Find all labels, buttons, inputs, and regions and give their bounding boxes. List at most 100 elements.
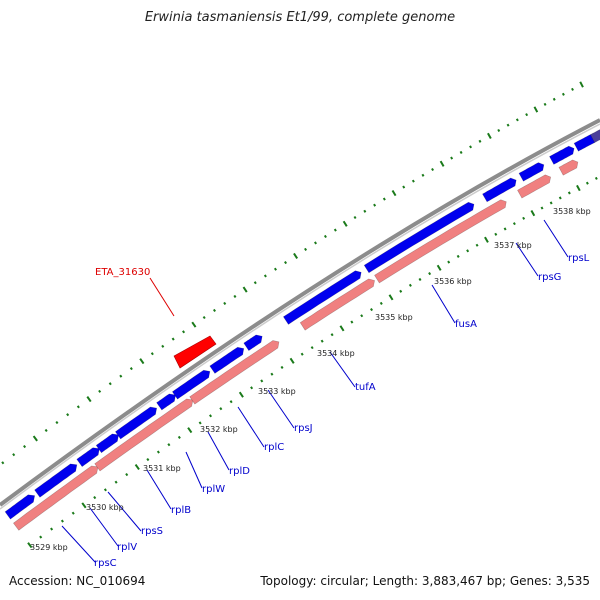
position-label: 3531 kbp <box>143 464 181 473</box>
gene-block-minus <box>374 199 507 284</box>
gene-block-minus <box>299 278 375 331</box>
tick-mark <box>198 421 202 425</box>
leader-line <box>107 491 142 532</box>
tick-mark <box>418 277 422 281</box>
tick-mark <box>284 261 288 265</box>
tick-mark <box>32 435 38 442</box>
tick-mark <box>98 389 102 393</box>
gene-label-rplV[interactable]: rplV <box>117 542 137 553</box>
gene-block-plus <box>282 270 362 325</box>
gene-label-rplW[interactable]: rplW <box>202 484 225 495</box>
gene-block-plus <box>518 162 545 182</box>
tick-mark <box>293 252 299 260</box>
tick-mark <box>12 453 16 457</box>
tick-mark <box>114 480 118 484</box>
position-label: 3532 kbp <box>200 425 238 434</box>
tick-mark <box>579 81 584 88</box>
gene-block-plus <box>34 463 78 498</box>
tick-mark <box>280 365 284 370</box>
tick-mark <box>469 145 473 149</box>
tick-mark <box>576 184 581 192</box>
tick-mark <box>447 260 451 264</box>
tick-mark <box>125 472 129 477</box>
tick-mark <box>487 132 492 139</box>
tick-mark <box>506 123 510 127</box>
tick-mark <box>571 87 574 91</box>
leader-line <box>543 219 569 258</box>
gene-label-rplD[interactable]: rplD <box>229 466 250 477</box>
tick-mark <box>558 196 562 200</box>
tick-mark <box>585 181 589 185</box>
tick-mark <box>182 330 186 334</box>
gene-block-minus <box>12 465 99 531</box>
gene-block-minus <box>189 340 280 405</box>
gene-label-rpsJ[interactable]: rpsJ <box>294 423 313 434</box>
leader-line <box>207 431 230 471</box>
tick-mark <box>300 352 304 356</box>
tick-mark <box>382 197 386 201</box>
tick-mark <box>342 220 348 227</box>
tick-mark <box>530 210 536 217</box>
tick-mark <box>459 150 463 154</box>
tick-mark <box>1 461 5 465</box>
leader-line <box>61 525 96 563</box>
leader-line <box>515 242 539 277</box>
gene-block-highlight <box>173 335 217 369</box>
gene-label-rpsL[interactable]: rpsL <box>568 253 590 264</box>
leader-line <box>329 351 356 388</box>
tick-mark <box>363 209 367 213</box>
gene-block-minus <box>558 159 579 176</box>
gene-label-tufA[interactable]: tufA <box>355 382 376 393</box>
gene-block-plus <box>4 494 36 520</box>
tick-mark <box>399 289 403 293</box>
tick-mark <box>439 160 445 167</box>
tick-mark <box>330 333 334 337</box>
tick-mark <box>76 405 80 409</box>
gene-block-plus <box>171 369 211 400</box>
tick-mark <box>421 173 425 177</box>
tick-mark <box>411 179 415 183</box>
tick-mark <box>209 414 213 418</box>
tick-mark <box>171 337 175 341</box>
tick-mark <box>23 444 27 449</box>
tick-mark <box>60 519 64 523</box>
position-label: 3536 kbp <box>434 277 472 286</box>
gene-label-rpsG[interactable]: rpsG <box>538 272 561 283</box>
tick-mark <box>250 386 254 390</box>
tick-mark <box>450 156 454 160</box>
tick-mark <box>543 102 547 106</box>
gene-label-fusA[interactable]: fusA <box>455 319 477 330</box>
tick-mark <box>289 357 295 364</box>
tick-mark <box>223 301 227 305</box>
tick-mark <box>522 216 526 220</box>
tick-mark <box>55 420 59 425</box>
tick-mark <box>156 450 160 454</box>
gene-label-rplC[interactable]: rplC <box>264 442 284 453</box>
tick-mark <box>494 232 498 236</box>
tick-mark <box>540 206 544 210</box>
tick-mark <box>353 215 357 220</box>
tick-mark <box>533 106 539 113</box>
tick-mark <box>86 396 92 403</box>
gene-label-rpsS[interactable]: rpsS <box>141 526 163 537</box>
gene-label-rplB[interactable]: rplB <box>171 505 191 516</box>
leader-line <box>237 406 265 448</box>
tick-mark <box>93 495 97 500</box>
tick-mark <box>263 274 267 278</box>
tick-mark <box>466 249 470 253</box>
tick-mark <box>27 542 33 549</box>
tick-mark <box>497 128 501 133</box>
gene-label-rpsC[interactable]: rpsC <box>94 558 117 569</box>
position-label: 3537 kbp <box>494 241 532 250</box>
highlight-gene-label[interactable]: ETA_31630 <box>95 267 150 278</box>
gene-block-plus <box>76 447 100 468</box>
tick-mark <box>212 308 216 312</box>
tick-mark <box>191 321 197 328</box>
tick-mark <box>549 201 553 205</box>
leader-line <box>149 277 175 317</box>
tick-mark <box>139 358 145 365</box>
tick-mark <box>304 247 308 251</box>
tick-mark <box>108 382 112 386</box>
position-label: 3533 kbp <box>258 387 296 396</box>
position-label: 3535 kbp <box>375 313 413 322</box>
